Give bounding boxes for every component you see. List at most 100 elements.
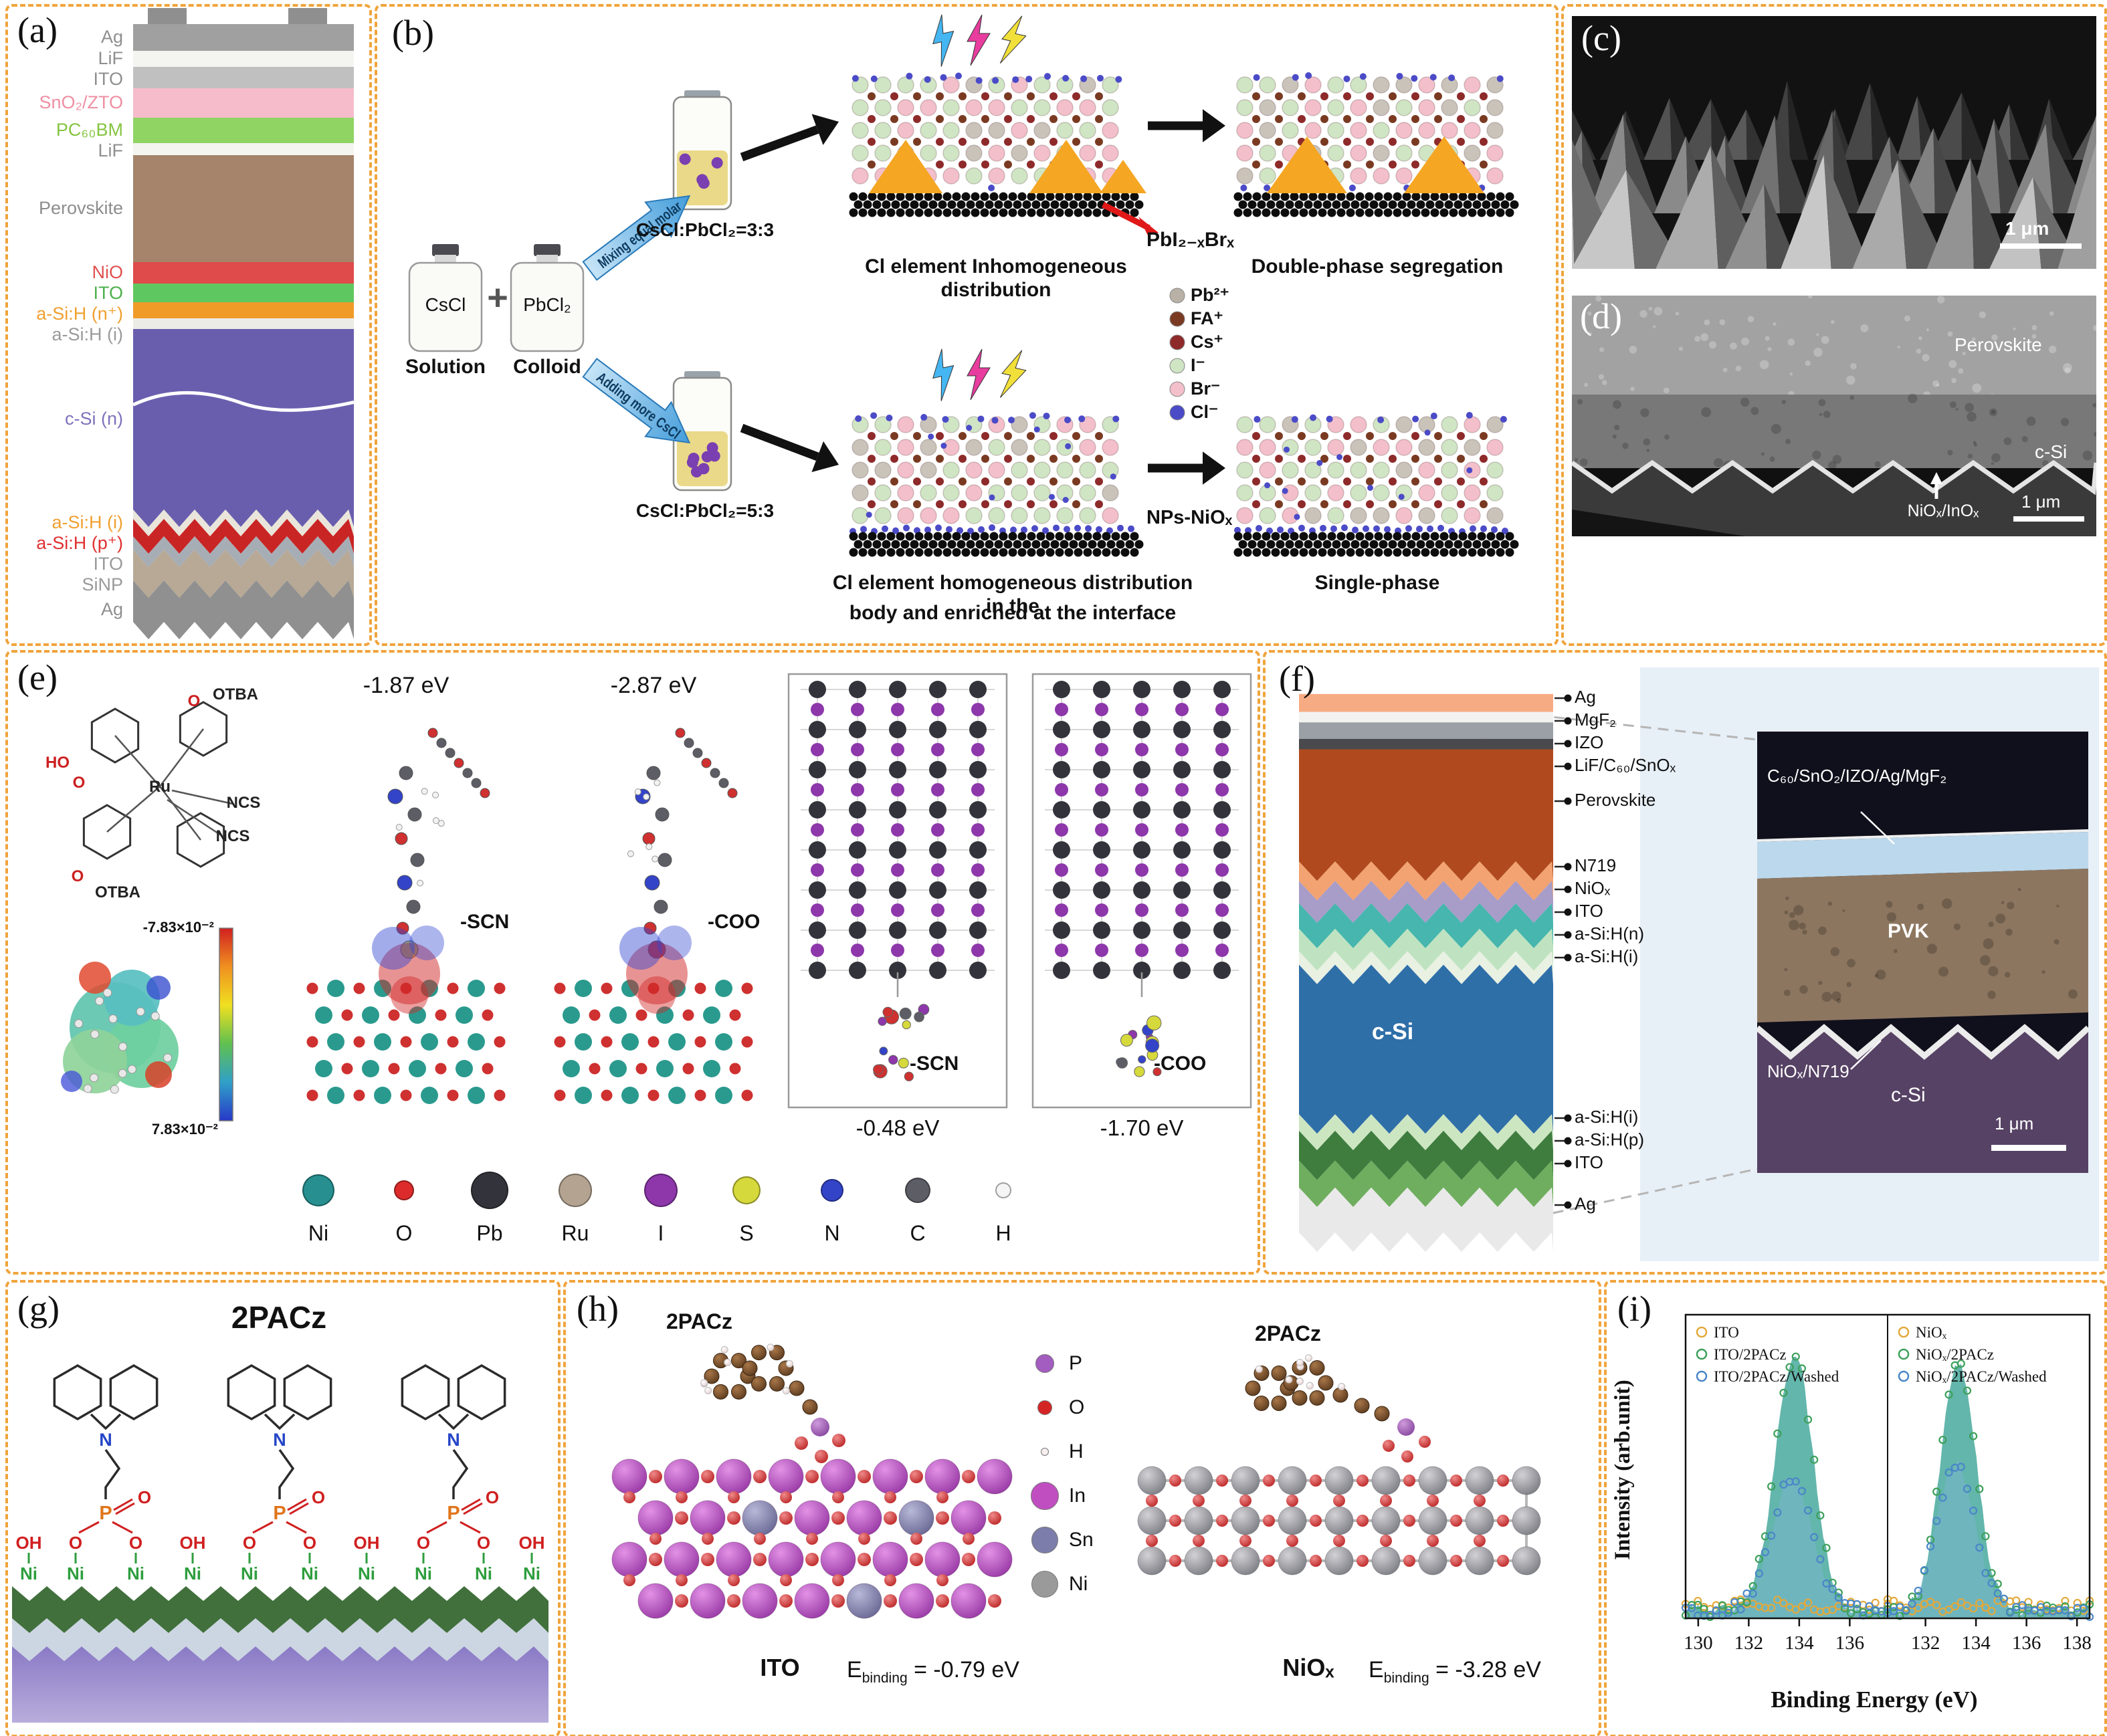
ion-label-5: Cl⁻ bbox=[1191, 402, 1219, 422]
e-value: = -3.28 eV bbox=[1429, 1657, 1541, 1683]
label-dot bbox=[1564, 717, 1572, 725]
layer-band-c-Si (n) bbox=[133, 329, 354, 527]
scalebar bbox=[1991, 1145, 2066, 1151]
svg-text:Ni: Ni bbox=[301, 1563, 318, 1584]
pyramid-face bbox=[2008, 123, 2054, 213]
stack-layer-label-12: ITO bbox=[1575, 1152, 1603, 1172]
legend-marker bbox=[1696, 1326, 1708, 1338]
legend-item-N: N bbox=[789, 1162, 875, 1256]
layer-band-LiF bbox=[133, 143, 354, 155]
pyridine-ring bbox=[82, 804, 132, 860]
e-subscript: binding bbox=[1383, 1670, 1429, 1686]
data-point bbox=[1810, 1455, 1819, 1464]
data-point bbox=[1853, 1600, 1862, 1608]
Ni-atom-swatch bbox=[1031, 1571, 1058, 1598]
data-point bbox=[1694, 1596, 1702, 1606]
pyramid-face bbox=[1725, 183, 1767, 269]
layer-band-ITO bbox=[133, 284, 354, 302]
data-point bbox=[1932, 1601, 1941, 1610]
layer-label-16: Ag bbox=[100, 599, 123, 619]
legend-label: Ru bbox=[561, 1221, 589, 1245]
segregation-triangle bbox=[1029, 140, 1103, 193]
data-point bbox=[2061, 1596, 2070, 1606]
layer-label-2: ITO bbox=[93, 69, 123, 89]
S-atom-swatch bbox=[732, 1176, 761, 1204]
inset-csi-label: c-Si bbox=[1891, 1084, 1926, 1106]
panel-g-letter: (g) bbox=[17, 1289, 60, 1329]
Pb-atom-swatch bbox=[471, 1172, 508, 1209]
slab2-energy: -1.70 eV bbox=[1100, 1115, 1184, 1140]
plus-icon: + bbox=[487, 278, 508, 318]
layer-label-9: a-Si:H (n⁺) bbox=[36, 304, 123, 324]
panel-d-letter: (d) bbox=[1580, 296, 1622, 336]
label-dot bbox=[1564, 1114, 1572, 1122]
lightning-icon bbox=[932, 14, 955, 67]
atom-legend-h: P O H In Sn Ni bbox=[1029, 1341, 1129, 1606]
svg-text:138: 138 bbox=[2062, 1632, 2092, 1654]
data-point bbox=[1822, 1543, 1831, 1552]
data-point bbox=[1969, 1506, 1978, 1515]
scalebar bbox=[2013, 516, 2084, 522]
data-point bbox=[1724, 1608, 1733, 1617]
top-product-label: PbI₂₋ₓBrₓ bbox=[1146, 229, 1235, 251]
ion-swatch-5 bbox=[1169, 405, 1185, 421]
molecule-label-1: O bbox=[188, 692, 201, 710]
carbazole-ring bbox=[227, 1364, 276, 1421]
carbazole-ring bbox=[283, 1364, 332, 1421]
xps-chart: 130 132 134 136 ITO ITO/2PACz ITO/2PACz/Washed… bbox=[1681, 1313, 2094, 1654]
legend-item-S: S bbox=[704, 1162, 789, 1256]
ads1-energy: -1.87 eV bbox=[363, 673, 449, 698]
bottle-body bbox=[408, 261, 483, 352]
bottle-body bbox=[510, 261, 585, 352]
layer-label-7: NiO bbox=[92, 262, 124, 282]
stack-layer-label-2: IZO bbox=[1575, 732, 1604, 752]
esp-scale-bottom: 7.83×10⁻² bbox=[151, 1121, 218, 1137]
p-atom bbox=[1397, 1418, 1415, 1436]
data-point bbox=[1767, 1482, 1776, 1491]
data-point bbox=[2030, 1606, 2039, 1615]
slab1-group: -SCN bbox=[910, 1053, 959, 1075]
stack-layer-label-10: a-Si:H(i) bbox=[1575, 1107, 1639, 1127]
sem-image-c: (c) 1 μm bbox=[1572, 16, 2096, 269]
ion-label-0: Pb²⁺ bbox=[1191, 285, 1229, 305]
sem-crosssection-art bbox=[1572, 296, 2096, 536]
label-dot bbox=[1564, 908, 1572, 916]
molecule-label-3: O bbox=[73, 774, 86, 792]
data-point bbox=[1938, 1493, 1947, 1502]
layer-label-4: PC₆₀BM bbox=[56, 120, 123, 140]
bottle-cap bbox=[534, 244, 561, 256]
legend-label: Ni bbox=[1069, 1573, 1088, 1595]
e-value: = -0.79 eV bbox=[907, 1657, 1019, 1683]
label-dot bbox=[1564, 740, 1572, 748]
label-dot bbox=[1564, 954, 1572, 962]
lightning-icon bbox=[999, 15, 1027, 64]
layer-band-9 bbox=[1299, 951, 1553, 984]
pyridine-ring bbox=[179, 701, 228, 757]
stack-layer-label-7: ITO bbox=[1575, 901, 1603, 921]
legend-item-O: O bbox=[1029, 1386, 1129, 1430]
layer-band-NiO bbox=[133, 262, 354, 284]
data-point bbox=[1797, 1602, 1806, 1611]
svg-text:130: 130 bbox=[1684, 1632, 1713, 1654]
mol1-title: 2PACz bbox=[666, 1309, 732, 1333]
lightning-icon bbox=[967, 348, 991, 401]
legend-marker bbox=[1696, 1348, 1708, 1360]
ads2-group: -COO bbox=[708, 911, 761, 933]
pyramid-face bbox=[1654, 136, 1688, 213]
data-point bbox=[1963, 1386, 1972, 1395]
pyramid-face bbox=[1896, 96, 1922, 160]
panel-cd: (c) 1 μm (d) Perovskite c-Si NiOₓ/InOₓ 1… bbox=[1561, 4, 2107, 646]
data-point bbox=[1688, 1604, 1696, 1612]
data-point bbox=[1896, 1603, 1904, 1612]
layer-label-5: LiF bbox=[98, 140, 123, 160]
sem-inset bbox=[1757, 732, 2088, 1173]
data-point bbox=[1975, 1599, 1984, 1608]
top-result: Double-phase segregation bbox=[1251, 255, 1504, 278]
layer-label-15: SiNP bbox=[82, 574, 123, 594]
perovskite-label: Perovskite bbox=[1954, 334, 2042, 355]
ion-swatch-1 bbox=[1169, 311, 1185, 327]
pvk-band bbox=[1757, 869, 2088, 1022]
data-point bbox=[1914, 1604, 1922, 1612]
layer-band-8 bbox=[1299, 928, 1553, 971]
pyramid-face bbox=[1843, 82, 1873, 160]
